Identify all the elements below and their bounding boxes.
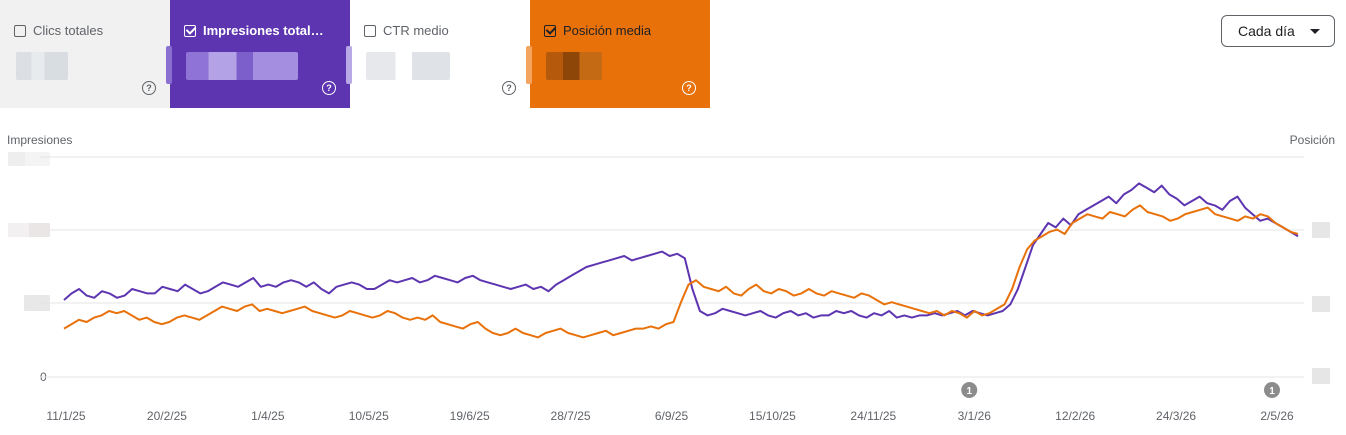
x-tick-label: 24/11/25 bbox=[850, 409, 896, 423]
card-divider bbox=[166, 46, 172, 84]
x-tick-label: 3/1/26 bbox=[958, 409, 992, 423]
period-dropdown[interactable]: Cada día bbox=[1221, 15, 1335, 47]
card-divider bbox=[346, 46, 352, 84]
y-tick-right-blurred bbox=[1312, 222, 1330, 238]
metric-cards: Clics totales ? Impresiones total… ? CTR… bbox=[0, 0, 710, 108]
x-tick-label: 11/1/25 bbox=[46, 409, 85, 423]
y-tick-blurred bbox=[8, 223, 50, 237]
card-checkbox-row: Clics totales bbox=[14, 23, 103, 38]
caret-down-icon bbox=[1310, 29, 1320, 34]
x-tick-label: 20/2/25 bbox=[147, 409, 187, 423]
x-tick-label: 6/9/25 bbox=[655, 409, 689, 423]
checkbox-clics[interactable] bbox=[14, 24, 26, 37]
card-checkbox-row: CTR medio bbox=[364, 23, 449, 38]
card-value-blurred bbox=[546, 52, 602, 80]
x-tick-label: 2/5/26 bbox=[1260, 409, 1294, 423]
x-tick-label: 15/10/25 bbox=[749, 409, 796, 423]
card-value-blurred bbox=[186, 52, 298, 80]
right-axis-title: Posición bbox=[1289, 133, 1335, 147]
annotation-label: 1 bbox=[966, 386, 972, 397]
help-circle-icon[interactable]: ? bbox=[502, 81, 516, 95]
help-circle-icon[interactable]: ? bbox=[142, 81, 156, 95]
series-line-impresiones bbox=[63, 182, 1299, 319]
card-ctr-medio[interactable]: CTR medio ? bbox=[346, 0, 530, 108]
x-tick-label: 19/6/25 bbox=[450, 409, 490, 423]
y-tick-right-blurred bbox=[1312, 368, 1330, 384]
series-line-posición bbox=[63, 204, 1299, 339]
x-tick-label: 1/4/25 bbox=[251, 409, 285, 423]
y-tick-blurred bbox=[24, 295, 50, 311]
x-tick-label: 12/2/26 bbox=[1055, 409, 1095, 423]
x-tick-label: 24/3/26 bbox=[1156, 409, 1196, 423]
annotation-label: 1 bbox=[1269, 386, 1275, 397]
annotation-circle[interactable] bbox=[1264, 382, 1280, 398]
annotation-marker[interactable]: 1 bbox=[1264, 382, 1280, 398]
left-axis-title: Impresiones bbox=[7, 133, 73, 147]
y-tick-blurred bbox=[8, 152, 50, 166]
card-value-blurred bbox=[16, 52, 68, 80]
card-clics-totales[interactable]: Clics totales ? bbox=[0, 0, 170, 108]
y-tick-right-blurred bbox=[1312, 296, 1330, 312]
checkbox-posicion[interactable] bbox=[544, 24, 556, 37]
card-impresiones[interactable]: Impresiones total… ? bbox=[166, 0, 350, 108]
annotation-circle[interactable] bbox=[961, 382, 978, 398]
card-divider bbox=[526, 46, 532, 84]
checkbox-ctr[interactable] bbox=[364, 24, 376, 37]
checkbox-impresiones[interactable] bbox=[184, 24, 196, 37]
card-checkbox-row: Impresiones total… bbox=[184, 23, 324, 38]
help-circle-icon[interactable]: ? bbox=[322, 81, 336, 95]
x-tick-label: 28/7/25 bbox=[551, 409, 591, 423]
period-label: Cada día bbox=[1238, 23, 1295, 39]
card-checkbox-row: Posición media bbox=[544, 23, 651, 38]
annotation-marker[interactable]: 1 bbox=[961, 382, 978, 398]
card-posicion-media[interactable]: Posición media ? bbox=[526, 0, 710, 108]
card-value-blurred bbox=[366, 52, 450, 80]
help-circle-icon[interactable]: ? bbox=[682, 81, 696, 95]
x-tick-label: 10/5/25 bbox=[349, 409, 389, 423]
